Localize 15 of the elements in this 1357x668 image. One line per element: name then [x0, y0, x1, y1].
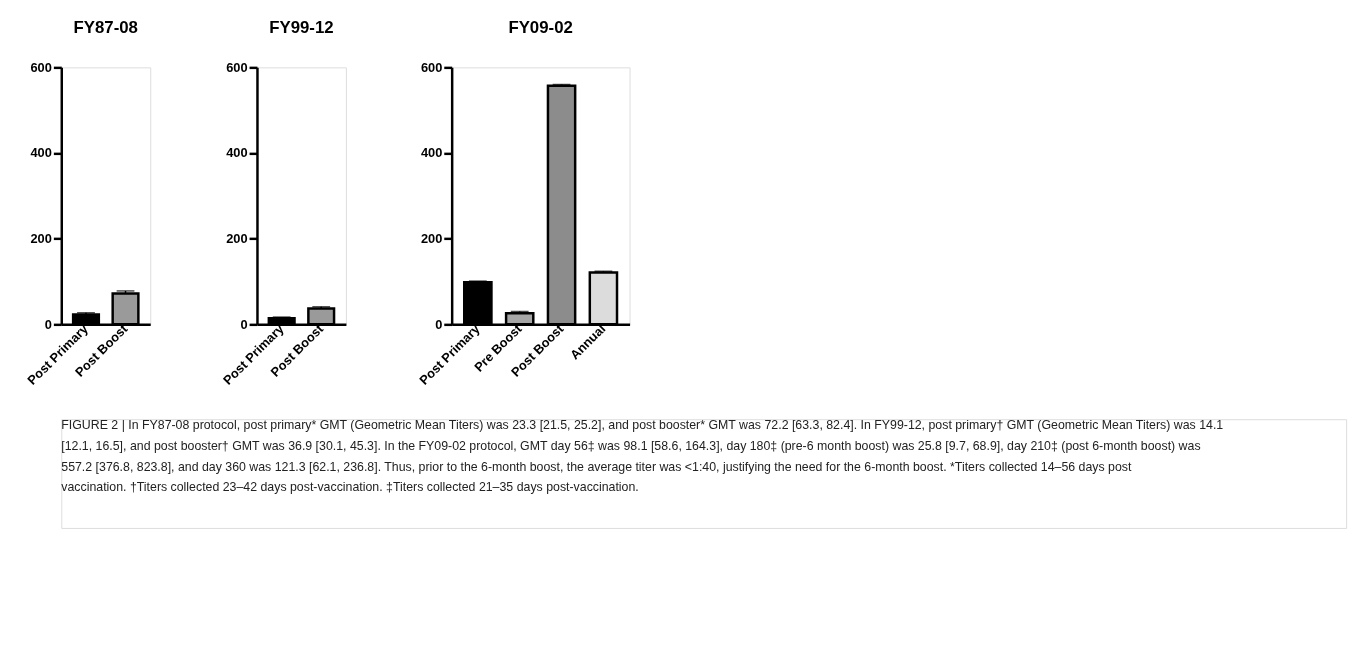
y-tick-label: 600 — [30, 59, 52, 75]
y-tick-label: 400 — [226, 145, 248, 161]
caption: FIGURE 2 | In FY87-08 protocol, post primary* GMT (Geometric Mean Titers) was 23.3 [21.5, 25.2], and post booster* GMT was 72.2 [63.3, 82.4]. In FY99-12, post primary† GMT (Geometric Mean Titers) was 14.1 [12.1, 16.5], and post booster† GMT was 36.9 [30.1, 45.3]. In the FY09-02 protocol, GMT day 56‡ was 98.1 [58.6, 164.3], day 180‡ (pre-6 month boost) was 25.8 [9.7, 68.9], day 210‡ (post 6-month boost) was 557.2 [376.8, 823.8], and day 360 was 121.3 [62.1, 236.8]. Thus, prior to the 6-month boost, the average titer was <1:40, justifying the need for the 6-month boost. *Titers collected 14–56 days post vaccination. †Titers collected 23–42 days post-vaccination. ‡Titers collected 21–35 days post-vaccination. — [61, 418, 1224, 495]
chart-title: FY09-02 — [508, 17, 573, 37]
y-tick-label: 0 — [240, 316, 248, 332]
y-tick-label: 600 — [420, 59, 443, 75]
y-tick-label: 600 — [226, 59, 248, 75]
y-tick-label: 200 — [226, 231, 248, 247]
y-tick-label: 200 — [30, 231, 52, 247]
chart-title: FY87-08 — [73, 17, 138, 37]
chart-title: FY99-12 — [269, 17, 334, 37]
y-tick-label: 400 — [30, 145, 52, 161]
y-tick-label: 400 — [420, 145, 443, 161]
y-tick-label: 0 — [435, 316, 443, 332]
y-tick-label: 200 — [420, 231, 443, 247]
